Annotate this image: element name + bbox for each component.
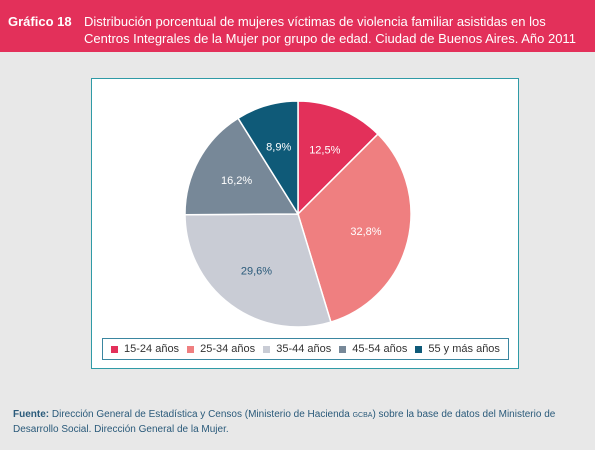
legend-item-3: 45-54 años bbox=[339, 343, 407, 355]
legend-item-1: 25-34 años bbox=[187, 343, 255, 355]
source-label: Fuente: bbox=[13, 409, 50, 420]
slice-label-1: 32,8% bbox=[350, 226, 381, 238]
pie-slice-4 bbox=[237, 100, 299, 217]
legend-item-0: 15-24 años bbox=[111, 343, 179, 355]
legend-swatch-3 bbox=[339, 345, 347, 353]
pie-chart: 12,5% 32,8% 29,6% 16,2% 8,9% bbox=[184, 100, 412, 328]
chart-header: Gráfico 18 Distribución porcentual de mu… bbox=[0, 0, 595, 52]
legend-label-2: 35-44 años bbox=[276, 343, 332, 355]
legend-label-3: 45-54 años bbox=[352, 343, 408, 355]
source-text-end: ) sobre la base de datos del Ministerio … bbox=[13, 409, 556, 435]
pie-slice-3 bbox=[184, 117, 300, 216]
source-org-abbrev: GCBA bbox=[352, 412, 373, 419]
legend-label-1: 25-34 años bbox=[200, 343, 256, 355]
slice-label-2: 29,6% bbox=[241, 265, 272, 277]
figure-label: Gráfico 18 bbox=[8, 14, 72, 29]
slice-label-0: 12,5% bbox=[309, 144, 340, 156]
chart-panel: 12,5% 32,8% 29,6% 16,2% 8,9% 15-24 años 25-34… bbox=[91, 78, 519, 369]
chart-title: Distribución porcentual de mujeres vícti… bbox=[84, 14, 576, 46]
slice-label-4: 8,9% bbox=[266, 142, 291, 154]
legend-swatch-2 bbox=[263, 345, 271, 353]
legend-item-2: 35-44 años bbox=[263, 343, 331, 355]
chart-legend: 15-24 años 25-34 años 35-44 años 45-54 años… bbox=[102, 338, 509, 360]
pie-slice-2 bbox=[184, 213, 332, 328]
legend-item-4: 55 y más años bbox=[415, 343, 500, 355]
legend-label-0: 15-24 años bbox=[124, 343, 180, 355]
pie-slice-1 bbox=[297, 133, 412, 324]
pie-slice-0 bbox=[297, 100, 379, 216]
legend-swatch-4 bbox=[415, 345, 423, 353]
legend-swatch-1 bbox=[187, 345, 195, 353]
legend-swatch-0 bbox=[111, 345, 119, 353]
source-text-start: Dirección General de Estadística y Censo… bbox=[51, 409, 350, 420]
legend-label-4: 55 y más años bbox=[428, 343, 500, 355]
source-note: Fuente: Dirección General de Estadística… bbox=[13, 408, 583, 437]
slice-label-3: 16,2% bbox=[221, 175, 252, 187]
